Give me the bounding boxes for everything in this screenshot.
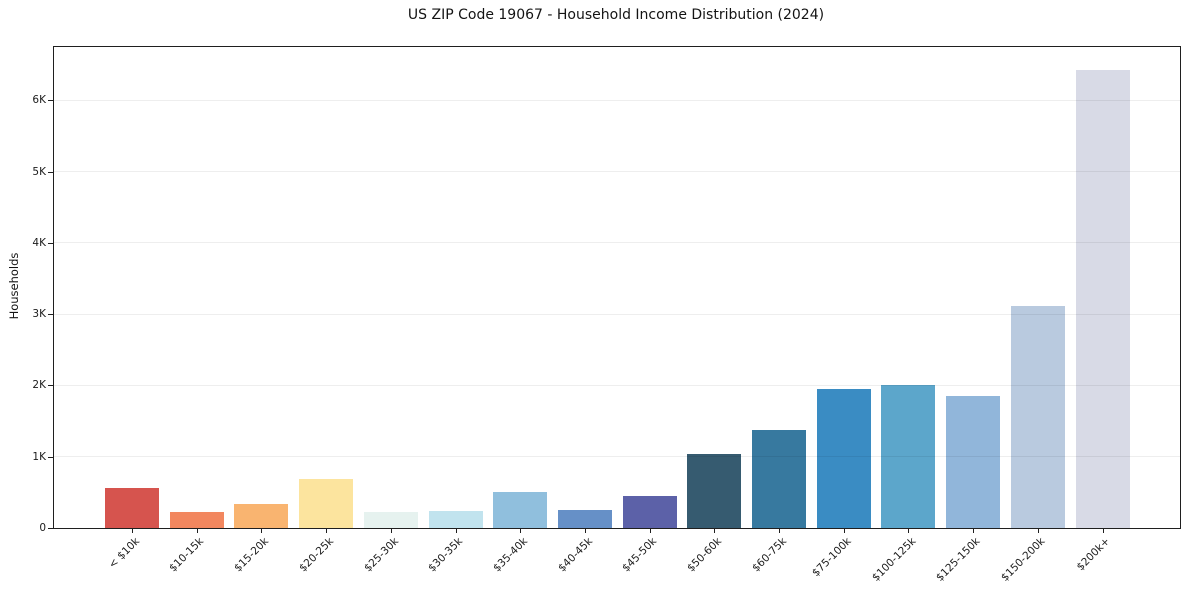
- y-tick-label: 0: [39, 522, 46, 534]
- gridline-3K: [54, 313, 1180, 315]
- bar-$125-150k: [946, 396, 1001, 528]
- y-tick-mark: [48, 528, 53, 529]
- x-tick-label: $45-50k: [620, 535, 660, 575]
- y-tick-mark: [48, 100, 53, 102]
- x-tick-mark: [1102, 528, 1104, 533]
- x-tick-label: $10-15k: [167, 535, 207, 575]
- y-tick-label: 6K: [32, 94, 46, 107]
- bar-$15-20k: [234, 504, 289, 528]
- x-tick-label: $50-60k: [685, 535, 725, 575]
- x-tick-mark: [779, 528, 780, 533]
- y-tick-mark: [48, 314, 53, 316]
- y-tick-label: 3K: [32, 308, 46, 321]
- x-tick-label: $200k+: [1074, 535, 1113, 574]
- x-tick-mark: [1037, 528, 1039, 533]
- x-tick-label: $35-40k: [490, 535, 530, 575]
- x-tick-label: $60-75k: [749, 535, 789, 575]
- y-tick-mark: [48, 385, 53, 387]
- x-tick-mark: [390, 528, 392, 533]
- bar-$100-125k: [881, 384, 936, 528]
- y-tick-mark: [48, 242, 53, 244]
- bar-$40-45k: [557, 510, 612, 528]
- bar-< $10k: [105, 488, 159, 528]
- bar-$10-15k: [169, 511, 224, 528]
- x-tick-label: $75-100k: [809, 535, 854, 580]
- x-tick-label: $25-30k: [361, 535, 401, 575]
- bar-$35-40k: [493, 492, 548, 528]
- x-tick-label: $100-125k: [869, 535, 919, 584]
- x-tick-mark: [973, 528, 975, 533]
- x-tick-mark: [908, 528, 910, 533]
- y-tick-mark: [48, 456, 53, 458]
- x-tick-mark: [261, 528, 263, 533]
- x-tick-mark: [584, 528, 586, 533]
- x-tick-mark: [520, 528, 522, 533]
- x-tick-mark: [714, 528, 716, 533]
- gridline-5K: [54, 171, 1180, 173]
- bar-$20-25k: [299, 478, 354, 528]
- y-tick-label: 4K: [32, 236, 46, 249]
- x-tick-mark: [455, 528, 457, 533]
- x-tick-mark: [132, 528, 133, 533]
- gridline-4K: [54, 242, 1180, 244]
- x-tick-label: $20-25k: [296, 535, 336, 575]
- x-tick-mark: [326, 528, 328, 533]
- bar-$75-100k: [816, 389, 871, 528]
- chart-title: US ZIP Code 19067 - Household Income Dis…: [407, 7, 825, 23]
- x-tick-mark: [649, 528, 651, 533]
- bar-$25-30k: [363, 512, 418, 528]
- bar-$45-50k: [622, 495, 677, 528]
- y-tick-label: 1K: [32, 450, 46, 463]
- gridline-6K: [54, 99, 1180, 101]
- bar-$60-75k: [752, 430, 806, 528]
- y-tick-mark: [48, 171, 53, 173]
- y-tick-label: 2K: [32, 379, 46, 392]
- bar-$50-60k: [687, 453, 742, 528]
- bar-$30-35k: [428, 510, 483, 528]
- x-tick-label: $15-20k: [232, 535, 272, 575]
- gridline-2K: [54, 384, 1180, 386]
- x-tick-label: $150-200k: [999, 535, 1048, 584]
- y-tick-label: 5K: [32, 165, 46, 178]
- bar-$150-200k: [1010, 305, 1065, 528]
- x-tick-label: < $10k: [106, 535, 142, 571]
- plot-area: 0 1K 2K 3K 4K 5K 6K < $10k $10-15k $15-20k $20-25k…: [32, 46, 1181, 584]
- x-tick-label: $125-150k: [934, 535, 983, 584]
- gridline-1K: [54, 456, 1180, 458]
- x-tick-mark: [196, 528, 198, 533]
- bar-$200k+: [1075, 69, 1130, 528]
- x-tick-mark: [843, 528, 845, 533]
- x-tick-label: $40-45k: [555, 535, 595, 575]
- x-tick-label: $30-35k: [426, 535, 466, 575]
